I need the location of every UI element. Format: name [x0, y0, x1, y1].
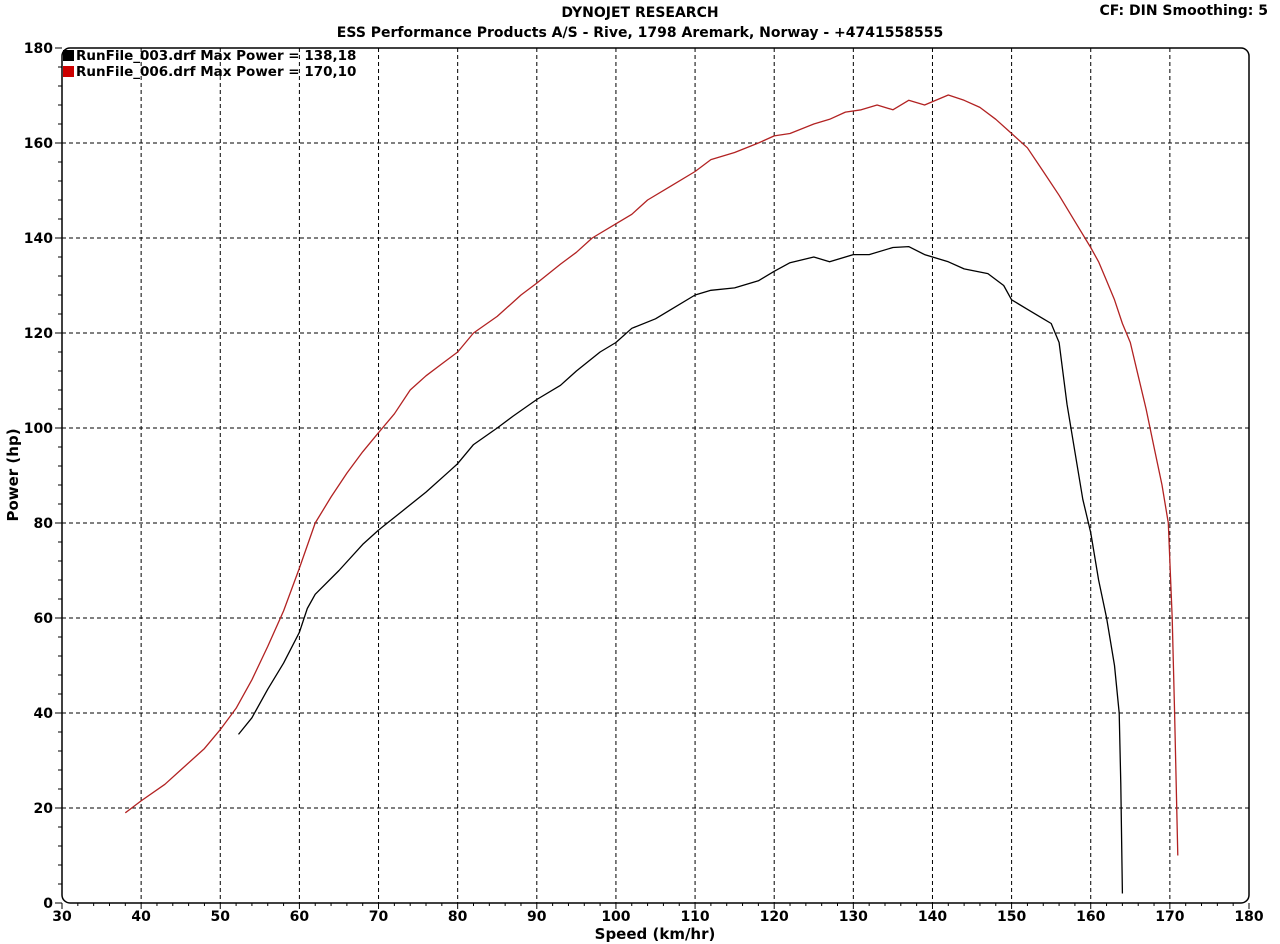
- y-tick-label-180: 180: [24, 41, 53, 57]
- x-tick-label-60: 60: [290, 909, 310, 925]
- plot-frame: [61, 47, 1250, 904]
- x-tick-label-130: 130: [839, 909, 868, 925]
- x-tick-label-100: 100: [601, 909, 630, 925]
- y-tick-label-100: 100: [24, 421, 53, 437]
- x-tick-label-110: 110: [680, 909, 709, 925]
- minor-ticks: [55, 47, 1250, 909]
- x-tick-label-90: 90: [527, 909, 547, 925]
- series-line-run-003: [237, 245, 1124, 894]
- y-tick-labels: 0 20 40 60 80 100 120 140 160 180: [24, 41, 53, 912]
- plot-area: [61, 47, 1250, 904]
- y-tick-label-140: 140: [24, 231, 53, 247]
- series-lines: [124, 94, 1179, 894]
- x-tick-label-170: 170: [1155, 909, 1184, 925]
- legend: RunFile_003.drf Max Power = 138,18 RunFi…: [63, 48, 356, 80]
- x-tick-label-120: 120: [760, 909, 789, 925]
- legend-label-run-003: RunFile_003.drf Max Power = 138,18: [76, 48, 356, 64]
- chart-subtitle: ESS Performance Products A/S - Rive, 179…: [337, 25, 943, 41]
- x-tick-label-70: 70: [369, 909, 389, 925]
- y-tick-label-80: 80: [34, 516, 54, 532]
- chart-title: DYNOJET RESEARCH: [561, 5, 718, 21]
- y-tick-label-60: 60: [34, 611, 54, 627]
- y-tick-label-40: 40: [34, 706, 54, 722]
- grid-lines: [62, 48, 1249, 903]
- cf-info: CF: DIN Smoothing: 5: [1099, 3, 1268, 19]
- legend-swatch-run-006: [63, 66, 74, 77]
- x-tick-label-160: 160: [1076, 909, 1105, 925]
- y-tick-label-120: 120: [24, 326, 53, 342]
- y-tick-label-0: 0: [43, 896, 53, 912]
- x-tick-label-140: 140: [918, 909, 947, 925]
- x-tick-labels: 30 40 50 60 70 80 90 100 110 120 130 140 150 160 170 18…: [52, 909, 1264, 925]
- y-axis-label: Power (hp): [4, 428, 22, 521]
- y-tick-label-160: 160: [24, 136, 53, 152]
- legend-label-run-006: RunFile_006.drf Max Power = 170,10: [76, 64, 356, 80]
- x-tick-label-180: 180: [1234, 909, 1263, 925]
- x-tick-label-30: 30: [52, 909, 72, 925]
- y-tick-label-20: 20: [34, 801, 54, 817]
- legend-swatch-run-003: [63, 50, 74, 61]
- x-tick-label-40: 40: [131, 909, 151, 925]
- x-tick-label-80: 80: [448, 909, 468, 925]
- x-tick-label-50: 50: [211, 909, 231, 925]
- series-line-run-006: [124, 94, 1179, 856]
- x-axis-label: Speed (km/hr): [595, 925, 716, 943]
- x-tick-label-150: 150: [997, 909, 1026, 925]
